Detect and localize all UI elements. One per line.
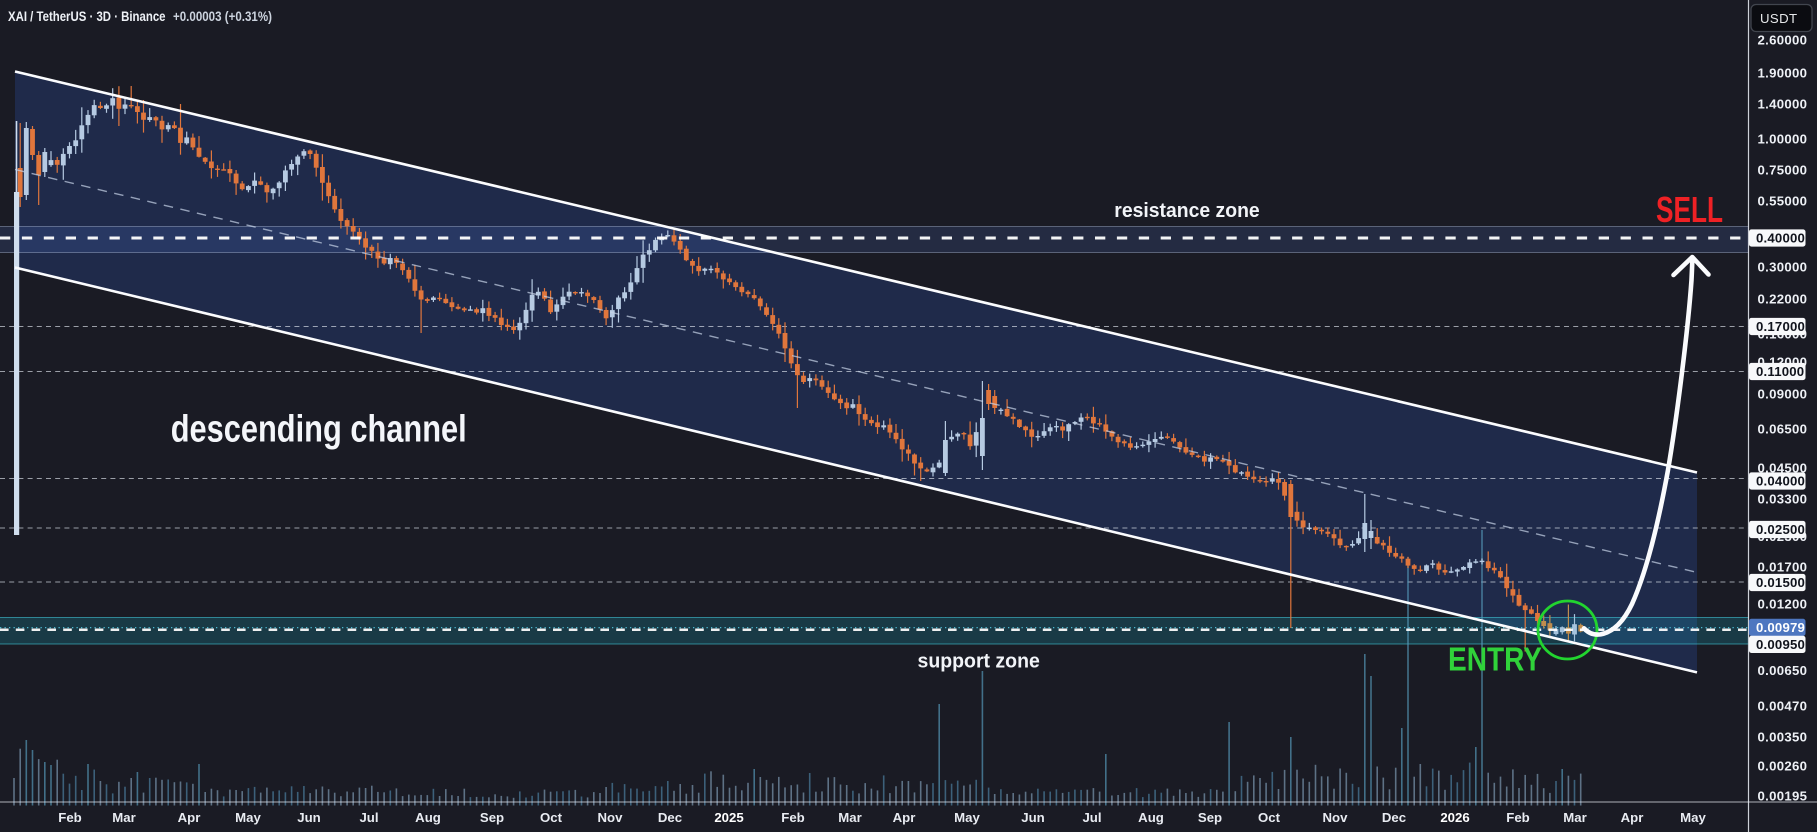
svg-text:0.01500: 0.01500 [1756,575,1805,590]
svg-text:Mar: Mar [1563,810,1586,825]
svg-text:Jun: Jun [1021,810,1044,825]
svg-text:0.00195: 0.00195 [1758,789,1808,804]
svg-text:resistance zone: resistance zone [1114,200,1259,222]
svg-text:Mar: Mar [112,810,135,825]
svg-text:descending channel: descending channel [171,409,467,451]
svg-text:Aug: Aug [415,810,441,825]
svg-text:0.00979: 0.00979 [1756,620,1805,635]
svg-text:0.04000: 0.04000 [1756,474,1805,489]
svg-text:Jun: Jun [297,810,320,825]
svg-text:Apr: Apr [178,810,201,825]
svg-text:Sep: Sep [1198,810,1222,825]
svg-text:+0.00003 (+0.31%): +0.00003 (+0.31%) [173,8,272,24]
svg-text:0.11000: 0.11000 [1756,364,1804,379]
svg-text:1.00000: 1.00000 [1758,132,1808,147]
svg-text:1.90000: 1.90000 [1758,66,1808,81]
svg-text:Nov: Nov [1323,810,1349,825]
svg-text:support zone: support zone [918,651,1040,673]
svg-text:Jul: Jul [359,810,378,825]
svg-text:Oct: Oct [540,810,563,825]
svg-text:2026: 2026 [1440,810,1469,825]
svg-text:0.55000: 0.55000 [1758,194,1808,209]
svg-text:0.00260: 0.00260 [1758,759,1808,774]
svg-text:0.02500: 0.02500 [1756,522,1805,537]
svg-text:Dec: Dec [658,810,682,825]
svg-text:Jul: Jul [1082,810,1101,825]
svg-text:Oct: Oct [1258,810,1281,825]
svg-text:1.40000: 1.40000 [1758,97,1808,112]
svg-text:May: May [954,810,980,825]
svg-text:Feb: Feb [781,810,804,825]
svg-text:Mar: Mar [838,810,861,825]
svg-text:ENTRY: ENTRY [1448,641,1542,678]
svg-text:SELL: SELL [1656,189,1723,230]
svg-text:Sep: Sep [480,810,504,825]
svg-text:Apr: Apr [1621,810,1644,825]
svg-text:0.22000: 0.22000 [1758,292,1808,307]
svg-text:Nov: Nov [598,810,624,825]
svg-text:0.01200: 0.01200 [1758,597,1808,612]
svg-text:2025: 2025 [714,810,743,825]
svg-text:0.00950: 0.00950 [1756,637,1805,652]
svg-text:Feb: Feb [58,810,81,825]
svg-text:0.00470: 0.00470 [1758,699,1808,714]
svg-text:0.30000: 0.30000 [1758,260,1808,275]
svg-text:USDT: USDT [1760,11,1798,26]
svg-text:Aug: Aug [1138,810,1164,825]
svg-text:0.17000: 0.17000 [1756,319,1805,334]
svg-text:0.01700: 0.01700 [1758,560,1808,575]
svg-text:0.00650: 0.00650 [1758,663,1808,678]
svg-text:0.09000: 0.09000 [1758,387,1808,402]
svg-text:0.04500: 0.04500 [1758,461,1808,476]
svg-text:0.03300: 0.03300 [1758,492,1808,507]
svg-text:2.60000: 2.60000 [1758,33,1808,48]
svg-text:Apr: Apr [893,810,916,825]
svg-text:May: May [235,810,261,825]
svg-text:Feb: Feb [1506,810,1529,825]
svg-text:0.06500: 0.06500 [1758,422,1808,437]
svg-text:0.00350: 0.00350 [1758,730,1808,745]
svg-text:XAI / TetherUS · 3D · Binance: XAI / TetherUS · 3D · Binance [8,8,166,24]
svg-text:Dec: Dec [1382,810,1406,825]
svg-text:0.75000: 0.75000 [1758,163,1808,178]
svg-text:0.40000: 0.40000 [1756,231,1805,246]
svg-text:May: May [1680,810,1706,825]
